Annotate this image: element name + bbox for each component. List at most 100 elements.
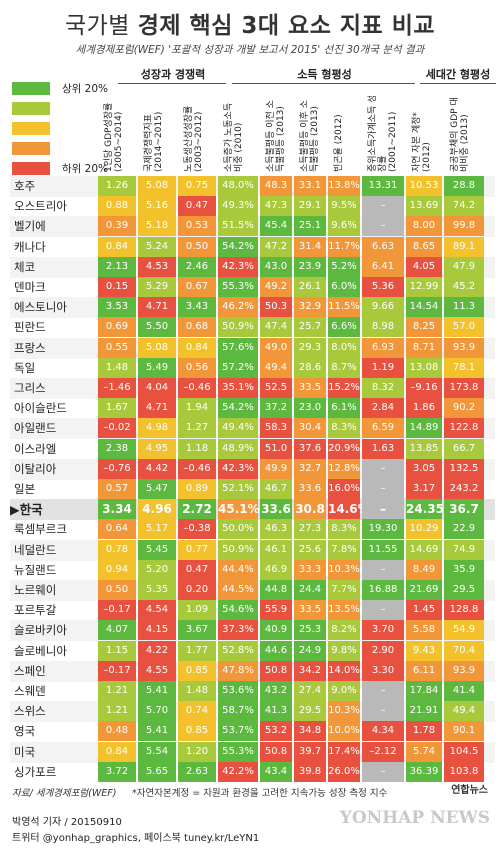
value-cell: 33.5 — [294, 378, 326, 398]
value-cell: 27.3 — [294, 519, 326, 540]
table-row: 이탈리아 –0.76 4.42 –0.46 42.3% 49.9 32.7 12.8% –3.0… — [10, 458, 495, 480]
value-cell: 5.49 — [138, 357, 176, 378]
value-cell: 4.55 — [138, 660, 176, 681]
value-cell: 0.85 — [178, 721, 216, 742]
table-row: 영국 0.48 5.41 0.85 53.7% 53.2 34.8 10.0% 4.34 1.78… — [10, 721, 495, 742]
value-cell: –0.46 — [178, 458, 216, 479]
value-cell: 4.42 — [138, 458, 176, 479]
value-cell: 0.68 — [178, 317, 216, 338]
watermark: YONHAP NEWS — [339, 808, 490, 828]
value-cell: 13.5% — [328, 600, 360, 621]
value-cell: 5.2% — [328, 256, 360, 277]
value-cell: 45.4 — [260, 216, 292, 237]
column-header-10: 공공부채의 GDP 대비비중 (2013) — [444, 96, 484, 174]
value-cell: 5.54 — [138, 741, 176, 762]
table-row: 호주 1.26 5.08 0.75 48.0% 48.3 33.1 13.8% 13.31 10.… — [10, 176, 495, 197]
value-cell: 5.41 — [138, 721, 176, 742]
table-row: 미국 0.84 5.54 1.20 55.3% 50.8 39.7 17.4% –2.12 5.7… — [10, 741, 495, 763]
value-cell: 44.8 — [260, 580, 292, 600]
country-name: 포르투갈 — [14, 603, 57, 618]
country-name: 독일 — [14, 360, 36, 375]
value-cell: 16.0% — [328, 479, 360, 499]
value-cell: 49.0 — [260, 337, 292, 358]
value-cell: 5.45 — [138, 539, 176, 560]
value-cell: 8.3% — [328, 418, 360, 439]
value-cell: 1.26 — [98, 176, 136, 196]
value-cell: 1.45 — [406, 600, 442, 621]
value-cell: 4.15 — [138, 620, 176, 641]
value-cell: 42.3% — [218, 458, 258, 479]
value-cell: 3.17 — [406, 479, 442, 499]
value-cell: 46.1 — [260, 539, 292, 560]
value-cell: 14.54 — [406, 297, 442, 318]
value-cell: 47.2 — [260, 236, 292, 257]
value-cell: 5.50 — [138, 317, 176, 338]
value-cell: 11.7% — [328, 236, 360, 257]
value-cell: 243.2 — [444, 479, 484, 499]
value-cell: 0.74 — [178, 701, 216, 722]
value-cell: 173.8 — [444, 378, 484, 398]
value-cell: 8.71 — [406, 337, 442, 358]
value-cell: 122.8 — [444, 418, 484, 439]
value-cell: 0.50 — [98, 580, 136, 600]
value-cell: 30.8 — [294, 499, 326, 520]
value-cell: –0.38 — [178, 519, 216, 540]
value-cell: 1.18 — [178, 438, 216, 459]
value-cell: 47.8% — [218, 660, 258, 681]
value-cell: 0.39 — [98, 216, 136, 237]
value-cell: 8.7% — [328, 357, 360, 378]
value-cell: 5.16 — [138, 196, 176, 217]
value-cell: 8.65 — [406, 236, 442, 257]
value-cell: 2.38 — [98, 438, 136, 459]
value-cell: 34.2 — [294, 660, 326, 681]
value-cell: 55.3% — [218, 277, 258, 297]
value-cell: 48.3 — [260, 176, 292, 196]
country-name: 네덜란드 — [14, 542, 57, 557]
value-cell: 6.6% — [328, 317, 360, 338]
value-cell: 5.08 — [138, 176, 176, 196]
value-cell: 0.53 — [178, 216, 216, 237]
value-cell: – — [362, 559, 404, 580]
value-cell: 48.9% — [218, 438, 258, 459]
country-name: 덴마크 — [14, 280, 46, 294]
value-cell: 24.35 — [406, 499, 444, 520]
value-cell: 0.84 — [178, 337, 216, 358]
value-cell: 53.6% — [218, 681, 258, 701]
value-cell: 23.9 — [294, 256, 326, 277]
table-row: 아이슬란드 1.67 4.71 1.94 54.2% 37.2 23.0 6.1% 2.84 1.… — [10, 398, 495, 419]
table-row: 핀란드 0.69 5.50 0.68 50.9% 47.4 25.7 6.6% 8.98 8.25… — [10, 317, 495, 338]
value-cell: 4.96 — [138, 499, 176, 520]
value-cell: 9.8% — [328, 640, 360, 661]
table-row: 아일랜드 –0.02 4.98 1.27 49.4% 58.3 30.4 8.3% 6.59 14… — [10, 418, 495, 440]
value-cell: 1.21 — [98, 701, 136, 722]
value-cell: 29.1 — [294, 196, 326, 217]
value-cell: 15.2% — [328, 378, 360, 398]
page-title: 국가별 경제 핵심 3대 요소 지표 비교 — [0, 6, 500, 40]
table-row: 체코 2.13 4.53 2.46 42.3% 43.0 23.9 5.2% 6.41 4.05 4… — [10, 256, 495, 278]
value-cell: 8.2% — [328, 620, 360, 641]
country-name: 벨기에 — [14, 219, 46, 234]
value-cell: 90.2 — [444, 398, 484, 419]
value-cell: 52.8% — [218, 640, 258, 661]
country-name: 아이슬란드 — [14, 401, 67, 416]
value-cell: 0.84 — [98, 741, 136, 762]
group-generation: 세대간 형평성 — [425, 68, 491, 81]
value-cell: 54.2% — [218, 236, 258, 257]
column-header-1: 1인당 GDP성장률 (2005~2014) — [98, 96, 136, 174]
value-cell: 8.25 — [406, 317, 442, 338]
country-name: 체코 — [14, 259, 36, 274]
legend-label-top: 상위 20% — [62, 83, 108, 95]
value-cell: 51.0 — [260, 438, 292, 459]
value-cell: 1.77 — [178, 640, 216, 661]
value-cell: 50.0% — [218, 519, 258, 540]
value-cell: 44.4% — [218, 559, 258, 580]
value-cell: 1.63 — [362, 438, 404, 459]
value-cell: 33.3 — [294, 559, 326, 580]
value-cell: 0.84 — [98, 236, 136, 257]
value-cell: 37.3% — [218, 620, 258, 641]
value-cell: 6.63 — [362, 236, 404, 257]
table-row: 그리스 –1.46 4.04 –0.46 35.1% 52.5 33.5 15.2% 8.32–… — [10, 378, 495, 399]
value-cell: 50.3 — [260, 297, 292, 318]
value-cell: 33.1 — [294, 176, 326, 196]
value-cell: 0.67 — [178, 277, 216, 297]
